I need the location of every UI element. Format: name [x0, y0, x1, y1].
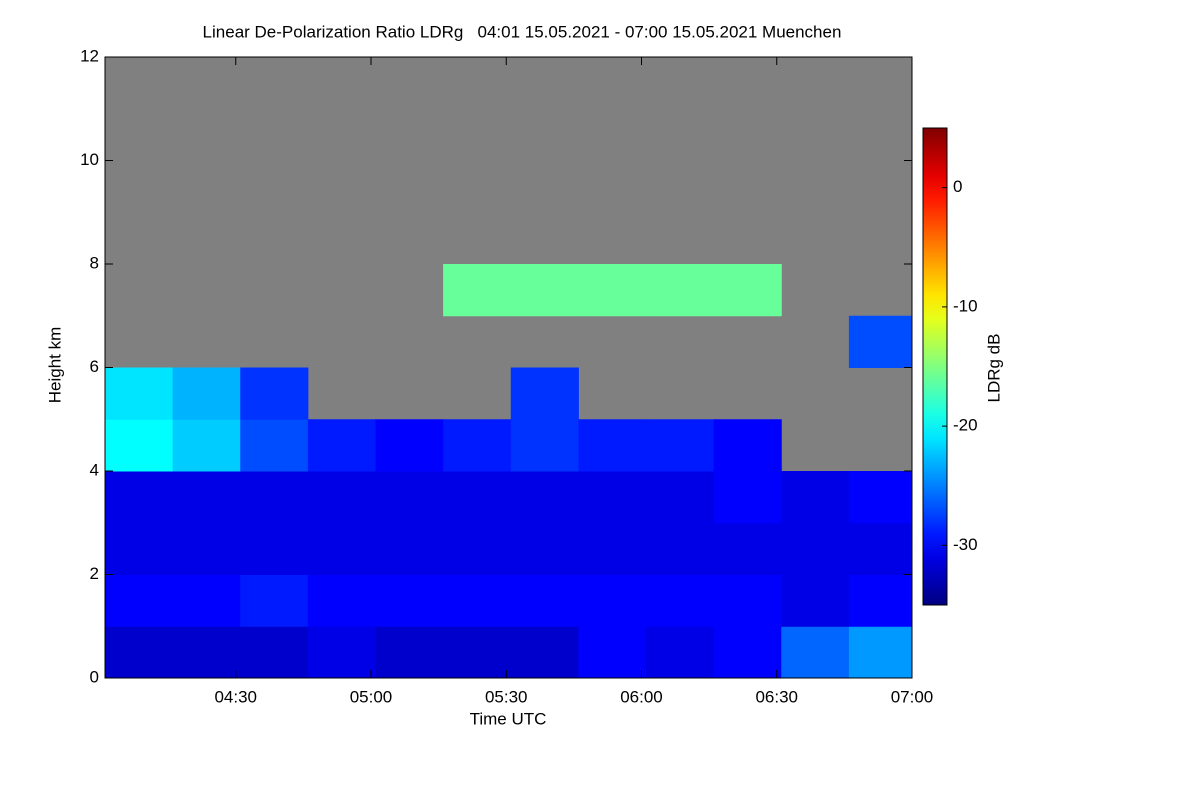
x-tick-label: 04:30	[214, 687, 257, 706]
y-axis-label: Height km	[45, 327, 64, 404]
colorbar-tick-label: -10	[953, 296, 978, 315]
y-tick-label: 8	[90, 253, 99, 272]
heatmap-cell	[105, 626, 174, 679]
colorbar	[922, 127, 948, 606]
colorbar-tick-label: 0	[953, 177, 962, 196]
heatmap-cell	[646, 626, 715, 679]
colorbar-tick-label: -20	[953, 416, 978, 435]
heatmap-cell	[105, 367, 174, 420]
heatmap-cell	[848, 626, 913, 679]
heatmap-cell	[172, 522, 241, 575]
heatmap-cell	[510, 419, 579, 472]
heatmap-cell	[713, 626, 782, 679]
heatmap-cell	[443, 471, 512, 524]
heatmap-cell	[848, 471, 913, 524]
heatmap-cell	[172, 367, 241, 420]
heatmap-cell	[307, 574, 377, 627]
heatmap-cell	[646, 522, 715, 575]
heatmap-cell	[848, 522, 913, 575]
heatmap-cell	[375, 626, 444, 679]
y-tick-label: 10	[80, 150, 99, 169]
heatmap-cell	[646, 264, 715, 317]
heatmap-cell	[105, 522, 174, 575]
heatmap-cell	[105, 471, 174, 524]
colorbar-label: LDRg dB	[984, 334, 1003, 403]
heatmap-cell	[172, 419, 241, 472]
y-tick-label: 12	[80, 46, 99, 65]
heatmap-cell	[375, 522, 444, 575]
y-tick-label: 6	[90, 357, 99, 376]
heatmap-cell	[172, 471, 241, 524]
heatmap-cell	[307, 626, 377, 679]
heatmap-cell	[578, 626, 647, 679]
heatmap-cell	[510, 522, 579, 575]
heatmap-cell	[443, 626, 512, 679]
heatmap-cell	[781, 626, 850, 679]
heatmap-cell	[510, 574, 579, 627]
heatmap-cell	[713, 522, 782, 575]
heatmap-cell	[172, 574, 241, 627]
heatmap-cell	[510, 367, 579, 420]
x-tick-label: 05:30	[485, 687, 528, 706]
heatmap-cell	[510, 264, 579, 317]
heatmap-cell	[578, 419, 647, 472]
heatmap-cell	[646, 574, 715, 627]
heatmap-cell	[443, 522, 512, 575]
heatmap-cell	[578, 574, 647, 627]
heatmap-cell	[713, 264, 782, 317]
chart-title: Linear De-Polarization Ratio LDRg 04:01 …	[203, 22, 842, 41]
heatmap-cell	[240, 522, 309, 575]
heatmap-cell	[510, 471, 579, 524]
heatmap-cell	[510, 626, 579, 679]
heatmap-cell	[307, 419, 377, 472]
heatmap-cell	[240, 574, 309, 627]
x-tick-label: 05:00	[350, 687, 393, 706]
heatmap-cell	[307, 522, 377, 575]
heatmap-cell	[240, 626, 309, 679]
heatmap-cell	[713, 419, 782, 472]
heatmap-cell	[375, 471, 444, 524]
heatmap-cell	[781, 574, 850, 627]
heatmap-cell	[240, 419, 309, 472]
heatmap-cell	[781, 522, 850, 575]
heatmap-cell	[646, 419, 715, 472]
x-tick-label: 07:00	[891, 687, 934, 706]
heatmap-cell	[713, 574, 782, 627]
heatmap-cell	[848, 315, 913, 368]
heatmap-cell	[578, 471, 647, 524]
heatmap-cell	[105, 574, 174, 627]
heatmap-cell	[578, 522, 647, 575]
heatmap-cell	[172, 626, 241, 679]
heatmap-cell	[375, 419, 444, 472]
heatmap-cell	[781, 471, 850, 524]
x-axis-label: Time UTC	[470, 709, 547, 728]
heatmap-cell	[375, 574, 444, 627]
heatmap-cell	[646, 471, 715, 524]
heatmap-cell	[307, 471, 377, 524]
heatmap-cell	[240, 367, 309, 420]
heatmap-cell	[443, 419, 512, 472]
heatmap-cell	[240, 471, 309, 524]
y-tick-label: 2	[90, 564, 99, 583]
heatmap-cell	[713, 471, 782, 524]
heatmap-cell	[443, 264, 512, 317]
y-tick-label: 4	[90, 460, 99, 479]
heatmap-cell	[848, 574, 913, 627]
heatmap-cell	[105, 419, 174, 472]
y-tick-label: 0	[90, 667, 99, 686]
heatmap-cell	[443, 574, 512, 627]
x-tick-label: 06:00	[620, 687, 663, 706]
colorbar-tick-label: -30	[953, 535, 978, 554]
x-tick-label: 06:30	[755, 687, 798, 706]
heatmap-cell	[578, 264, 647, 317]
